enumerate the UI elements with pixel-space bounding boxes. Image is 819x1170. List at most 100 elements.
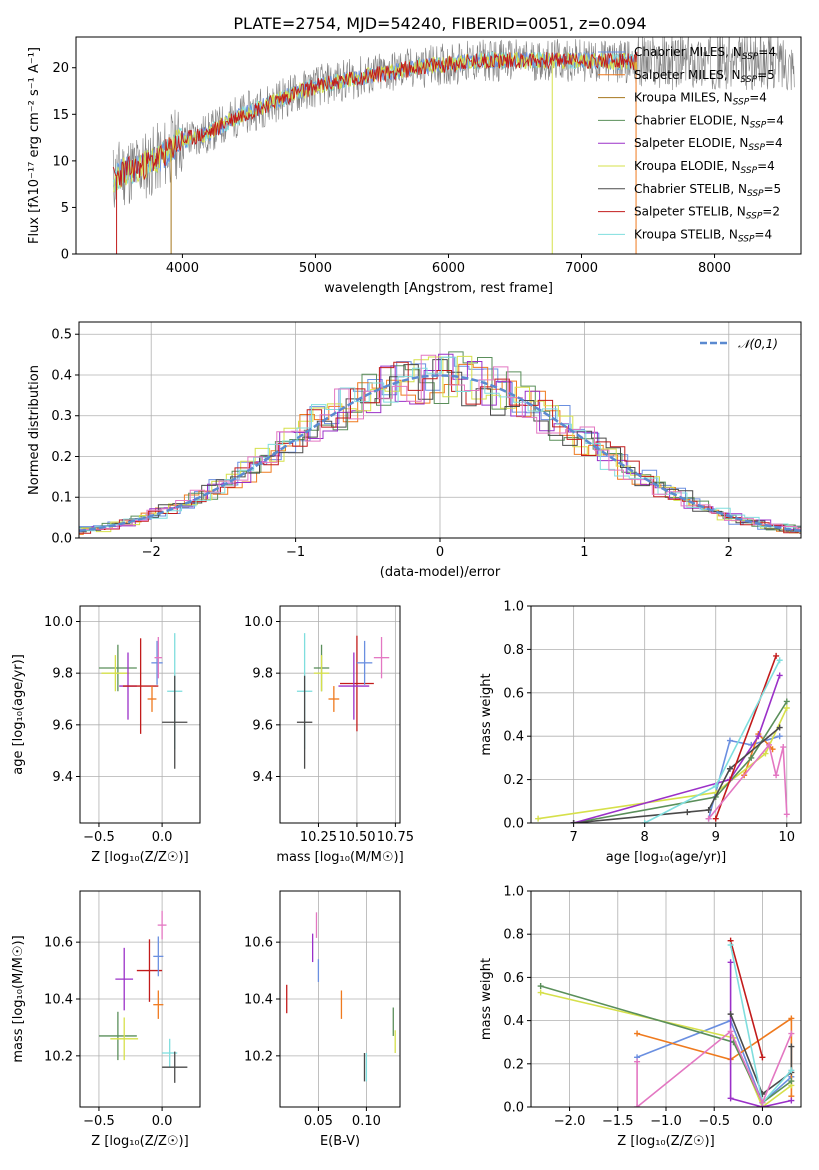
y-tick-label: 0.0: [503, 817, 524, 832]
weight-marker: [727, 1011, 734, 1018]
x-tick-label: −0.5: [83, 1114, 115, 1129]
legend-sub: SSP: [741, 166, 758, 176]
y-tick-label: 10.2: [44, 1049, 73, 1064]
y-tick-label: 0.2: [503, 1057, 524, 1072]
legend-entry: Salpeter STELIB, NSSP=2: [634, 205, 780, 222]
weight-marker: [727, 942, 734, 948]
legend-entry: Salpeter MILES, NSSP=5: [634, 68, 775, 85]
weight-marker: [788, 1015, 795, 1022]
y-tick-label: 0.0: [503, 1101, 524, 1116]
y-tick-label: 0.6: [503, 971, 524, 986]
histogram-series: [79, 356, 801, 532]
legend-entry: Chabrier STELIB, NSSP=5: [634, 182, 781, 199]
y-tick-label: 10.4: [44, 993, 73, 1008]
x-axis-label: wavelength [Angstrom, rest frame]: [324, 281, 553, 296]
x-axis-label: Z [log₁₀(Z/Z☉)]: [91, 1134, 188, 1149]
weight-marker: [776, 672, 783, 679]
legend-label: Kroupa ELODIE, N: [634, 159, 741, 173]
x-tick-label: 7000: [565, 261, 598, 276]
weight-line: [573, 701, 788, 823]
x-tick-label: 1: [580, 545, 588, 560]
legend-tail: =5: [764, 182, 782, 196]
weight-marker: [783, 811, 790, 818]
x-tick-label: 10.25: [300, 830, 337, 845]
weight-marker: [726, 737, 733, 744]
weight-marker: [776, 733, 783, 740]
mass-vs-ebv-panel: 0.05 0.10 10.2 10.4 10.6 E(B-V): [244, 890, 401, 1149]
y-tick-label: 0.8: [503, 928, 524, 943]
weight-marker: [783, 704, 790, 711]
legend-label: Kroupa MILES, N: [634, 91, 733, 105]
legend-tail: =4: [765, 136, 783, 150]
y-tick-label: 0.5: [51, 328, 72, 343]
y-tick-label: 0.1: [51, 491, 72, 506]
x-tick-label: 0.0: [752, 1114, 773, 1129]
y-tick-label: 5: [61, 201, 69, 216]
x-tick-label: 4000: [166, 261, 199, 276]
y-tick-label: 0.2: [51, 450, 72, 465]
model-spectrum: [112, 51, 638, 187]
x-tick-label: 0.0: [152, 1114, 173, 1129]
legend-label: Chabrier ELODIE, N: [634, 113, 750, 127]
y-axis-label: mass weight: [479, 673, 494, 755]
x-tick-label: −2: [142, 545, 161, 560]
mass-vs-z-panel: −0.5 0.0 10.2 10.4 10.6 Z [log₁₀(Z/Z☉)] mass […: [11, 890, 201, 1149]
weight-marker: [762, 750, 769, 757]
x-tick-label: 0.05: [304, 1114, 333, 1129]
weight-marker: [788, 1043, 795, 1050]
legend-sub: SSP: [742, 52, 759, 62]
plot-area: [79, 351, 801, 536]
x-tick-label: 10.75: [377, 830, 414, 845]
y-tick-label: 9.4: [52, 770, 73, 785]
legend-entry: Salpeter ELODIE, NSSP=4: [634, 136, 783, 153]
legend-sub: SSP: [746, 212, 763, 222]
histogram-series: [79, 359, 801, 533]
weight-marker: [788, 1067, 795, 1074]
plot-area: [296, 633, 390, 769]
legend-label: Salpeter MILES, N: [634, 68, 741, 82]
legend-sub: SSP: [750, 120, 767, 130]
x-tick-label: 8: [641, 830, 649, 845]
weight-marker: [780, 744, 787, 751]
weight-marker: [755, 733, 762, 740]
weight-line: [729, 940, 764, 1058]
x-axis-label: (data-model)/error: [380, 565, 501, 580]
age-vs-mass-panel: 10.25 10.50 10.75 9.4 9.6 9.8 10.0 mass [log₁₀(…: [244, 605, 414, 865]
x-tick-label: 6000: [432, 261, 465, 276]
y-tick-label: 0.3: [51, 409, 72, 424]
x-axis-label: age [log₁₀(age/yr)]: [606, 850, 727, 865]
histogram-series: [79, 356, 801, 536]
weight-marker: [773, 772, 780, 779]
x-tick-label: 2: [725, 545, 733, 560]
histogram-series: [79, 363, 801, 535]
y-tick-label: 9.8: [252, 667, 273, 682]
legend-entry: Kroupa MILES, NSSP=4: [634, 91, 767, 108]
legend-sub: SSP: [747, 189, 764, 199]
legend-label: Chabrier STELIB, N: [634, 182, 747, 196]
legend-entry: Kroupa STELIB, NSSP=4: [634, 227, 772, 244]
weight-marker: [788, 1078, 795, 1085]
weight-marker: [773, 652, 780, 659]
y-axis-label: age [log₁₀(age/yr)]: [11, 654, 26, 775]
x-tick-label: −1.5: [602, 1114, 634, 1129]
weight-marker: [759, 1054, 766, 1061]
plot-area: [98, 633, 188, 769]
weight-marker: [570, 820, 577, 823]
legend-label: 𝒩(0,1): [738, 337, 778, 351]
x-tick-label: 8000: [698, 261, 731, 276]
weight-marker: [726, 765, 733, 772]
x-tick-label: 10.50: [338, 830, 375, 845]
plot-area: [98, 910, 188, 1083]
weight-marker: [776, 724, 783, 731]
y-tick-label: 0.8: [503, 643, 524, 658]
weight-line: [714, 655, 777, 819]
weight-line: [537, 707, 788, 820]
y-tick-label: 10.6: [44, 936, 73, 951]
gaussian-curve: [79, 374, 801, 533]
histogram-series: [79, 351, 801, 533]
axes-frame: [79, 605, 201, 824]
figure-title: PLATE=2754, MJD=54240, FIBERID=0051, z=0…: [233, 14, 646, 33]
y-tick-label: 0.4: [51, 368, 72, 383]
legend-tail: =4: [749, 91, 767, 105]
